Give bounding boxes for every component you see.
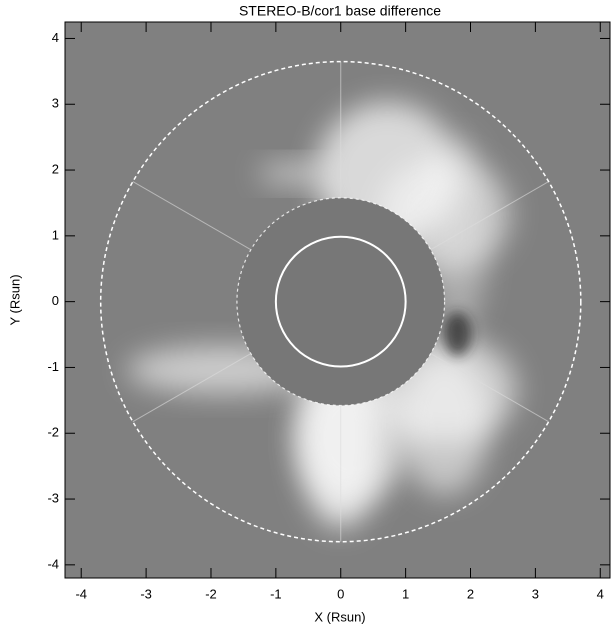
dark-feature: [444, 312, 472, 356]
x-tick-label: -3: [140, 586, 152, 601]
x-tick-label: -2: [205, 586, 217, 601]
x-tick-label: -4: [75, 586, 87, 601]
chart: STEREO-B/cor1 base difference X (Rsun) Y…: [0, 0, 612, 633]
x-tick-label: 4: [597, 586, 604, 601]
y-tick-label: 0: [52, 293, 59, 308]
chart-title: STEREO-B/cor1 base difference: [239, 3, 441, 19]
x-tick-label: -1: [270, 586, 282, 601]
x-tick-label: 3: [532, 586, 539, 601]
y-tick-label: -3: [47, 490, 59, 505]
y-tick-label: -1: [47, 359, 59, 374]
y-tick-label: 2: [52, 161, 59, 176]
x-axis-label: X (Rsun): [314, 609, 365, 624]
y-axis-label: Y (Rsun): [7, 274, 22, 325]
y-tick-label: 4: [52, 30, 59, 45]
x-tick-label: 0: [337, 586, 344, 601]
y-tick-label: -2: [47, 425, 59, 440]
x-tick-label: 2: [467, 586, 474, 601]
corona-glow: [258, 162, 330, 186]
y-tick-label: 3: [52, 96, 59, 111]
occulter: [237, 198, 445, 406]
x-tick-label: 1: [402, 586, 409, 601]
y-tick-label: -4: [47, 556, 59, 571]
y-tick-label: 1: [52, 227, 59, 242]
